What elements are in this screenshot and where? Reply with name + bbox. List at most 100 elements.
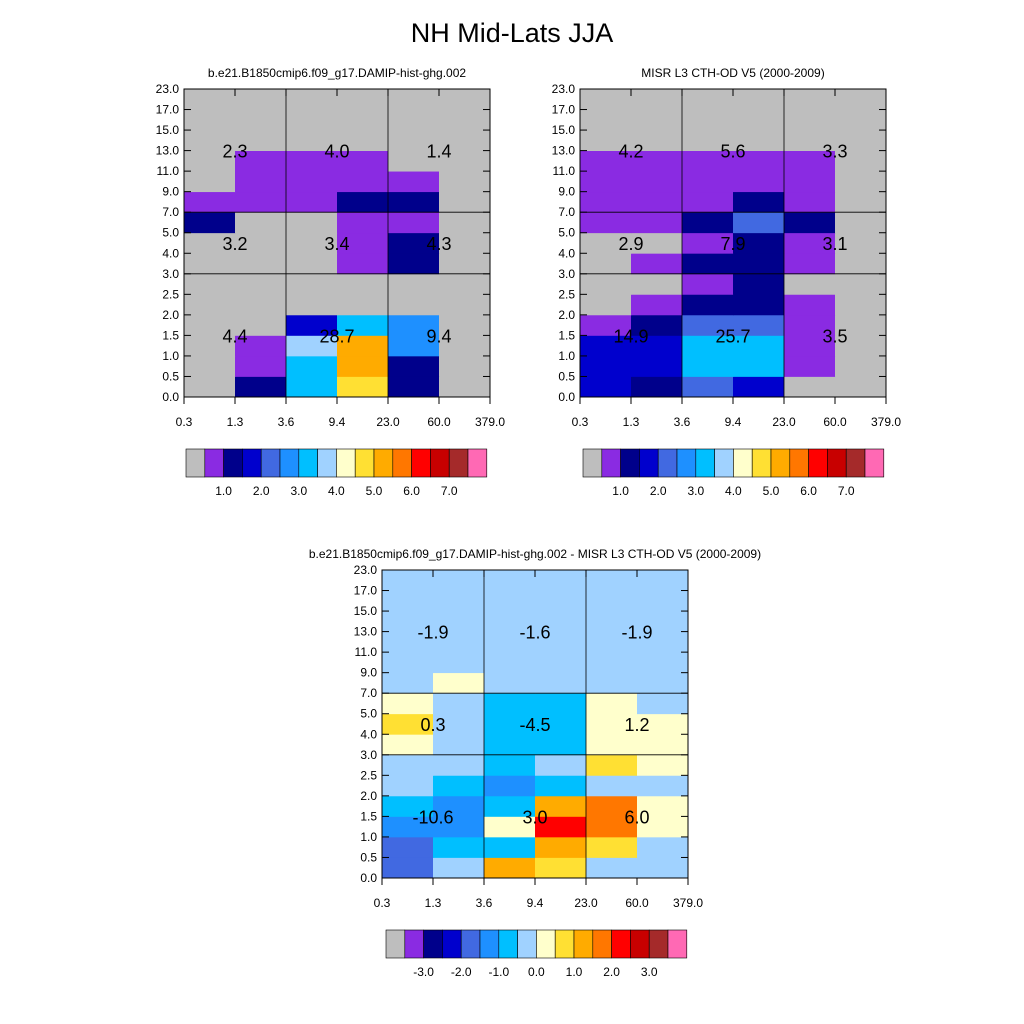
y-tick-label: 0.5	[360, 850, 377, 864]
heatmap-cell	[733, 191, 785, 213]
x-tick-label: 60.0	[823, 415, 847, 429]
heatmap-cell	[784, 150, 836, 172]
heatmap-cell	[535, 816, 587, 838]
heatmap-cell	[682, 232, 734, 254]
legend-swatch	[442, 929, 462, 959]
heatmap-cell	[235, 109, 287, 131]
heatmap-cell	[733, 130, 785, 151]
heatmap-cell	[784, 191, 836, 213]
legend-label: 7.0	[441, 484, 458, 498]
legend-label: 3.0	[290, 484, 307, 498]
heatmap-cell	[184, 109, 236, 131]
heatmap-cell	[382, 570, 434, 591]
x-tick-label: 3.6	[674, 415, 691, 429]
heatmap-cell	[388, 212, 440, 234]
heatmap-cell	[631, 212, 683, 234]
legend-label: 1.0	[566, 965, 583, 979]
heatmap-cell	[184, 253, 236, 275]
heatmap-cell	[835, 212, 887, 234]
heatmap-cell	[733, 294, 785, 316]
heatmap-cell	[235, 150, 287, 172]
heatmap-cell	[388, 232, 440, 254]
heatmap-cell	[388, 130, 440, 151]
heatmap-cell	[580, 335, 632, 357]
heatmap-cell	[835, 273, 887, 295]
heatmap-cell	[631, 150, 683, 172]
legend-swatch	[733, 448, 753, 478]
x-tick-label: 0.3	[374, 896, 391, 910]
heatmap-cell	[631, 89, 683, 110]
heatmap-cell	[235, 232, 287, 254]
heatmap-cell	[637, 734, 689, 756]
legend-swatch	[298, 448, 318, 478]
heatmap-cell	[580, 150, 632, 172]
heatmap-cell	[733, 335, 785, 357]
heatmap-cell	[682, 150, 734, 172]
heatmap-cell	[433, 713, 485, 735]
region-value-label: 3.4	[324, 234, 349, 254]
heatmap-cell	[682, 294, 734, 316]
y-tick-label: 5.0	[162, 226, 179, 240]
region-value-label: -1.9	[621, 623, 652, 643]
heatmap-cell	[184, 335, 236, 357]
heatmap-cell	[337, 335, 389, 357]
heatmap-cell	[784, 376, 836, 398]
heatmap-cell	[631, 109, 683, 131]
heatmap-cell	[388, 273, 440, 295]
heatmap-cell	[286, 191, 338, 213]
heatmap-cell	[586, 631, 638, 653]
legend-swatch	[354, 448, 375, 478]
legend-label: -1.0	[488, 965, 509, 979]
heatmap-cell	[535, 672, 587, 694]
panel-title: b.e21.B1850cmip6.f09_g17.DAMIP-hist-ghg.…	[208, 66, 466, 80]
heatmap-cell	[382, 857, 434, 879]
legend-swatch	[479, 929, 500, 959]
region-value-label: 0.3	[420, 715, 445, 735]
heatmap-cell	[184, 376, 236, 398]
heatmap-cell	[382, 713, 434, 735]
region-value-label: 2.9	[618, 234, 643, 254]
heatmap-cell	[337, 150, 389, 172]
region-value-label: -1.6	[519, 623, 550, 643]
x-tick-label: 3.6	[476, 896, 493, 910]
heatmap-cell	[586, 795, 638, 817]
heatmap-cell	[631, 273, 683, 295]
heatmap-cell	[580, 212, 632, 234]
heatmap-cell	[433, 836, 485, 858]
heatmap-cell	[439, 294, 491, 316]
heatmap-cell	[286, 109, 338, 131]
heatmap-cell	[382, 734, 434, 756]
heatmap-cell	[580, 130, 632, 151]
heatmap-cell	[733, 376, 785, 398]
heatmap-cell	[286, 130, 338, 151]
heatmap-cell	[733, 89, 785, 110]
y-tick-label: 11.0	[157, 164, 180, 178]
x-tick-label: 3.6	[278, 415, 295, 429]
heatmap-cell	[835, 253, 887, 275]
heatmap-cell	[337, 232, 389, 254]
color-legend: 1.0 2.0 3.0 4.0 5.0 6.0 7.0	[582, 448, 885, 498]
heatmap-cell	[835, 171, 887, 193]
heatmap-cell	[439, 232, 491, 254]
heatmap-cell	[388, 355, 440, 377]
y-tick-label: 1.5	[558, 328, 575, 342]
legend-swatch	[676, 448, 697, 478]
heatmap-cell	[733, 253, 785, 275]
heatmap-cell	[835, 355, 887, 377]
heatmap-cell	[682, 376, 734, 398]
heatmap-cell	[433, 652, 485, 674]
heatmap-cell	[286, 171, 338, 193]
legend-label: 7.0	[838, 484, 855, 498]
heatmap-cell	[235, 253, 287, 275]
x-tick-label: 379.0	[871, 415, 901, 429]
y-tick-label: 11.0	[553, 164, 576, 178]
x-tick-label: 60.0	[427, 415, 451, 429]
legend-label: 4.0	[328, 484, 345, 498]
y-tick-label: 23.0	[156, 82, 180, 96]
x-tick-label: 1.3	[227, 415, 244, 429]
heatmap-cell	[535, 795, 587, 817]
heatmap-cell	[484, 816, 536, 838]
legend-swatch	[695, 448, 715, 478]
legend-swatch	[498, 929, 518, 959]
region-value-label: 4.4	[222, 326, 247, 346]
